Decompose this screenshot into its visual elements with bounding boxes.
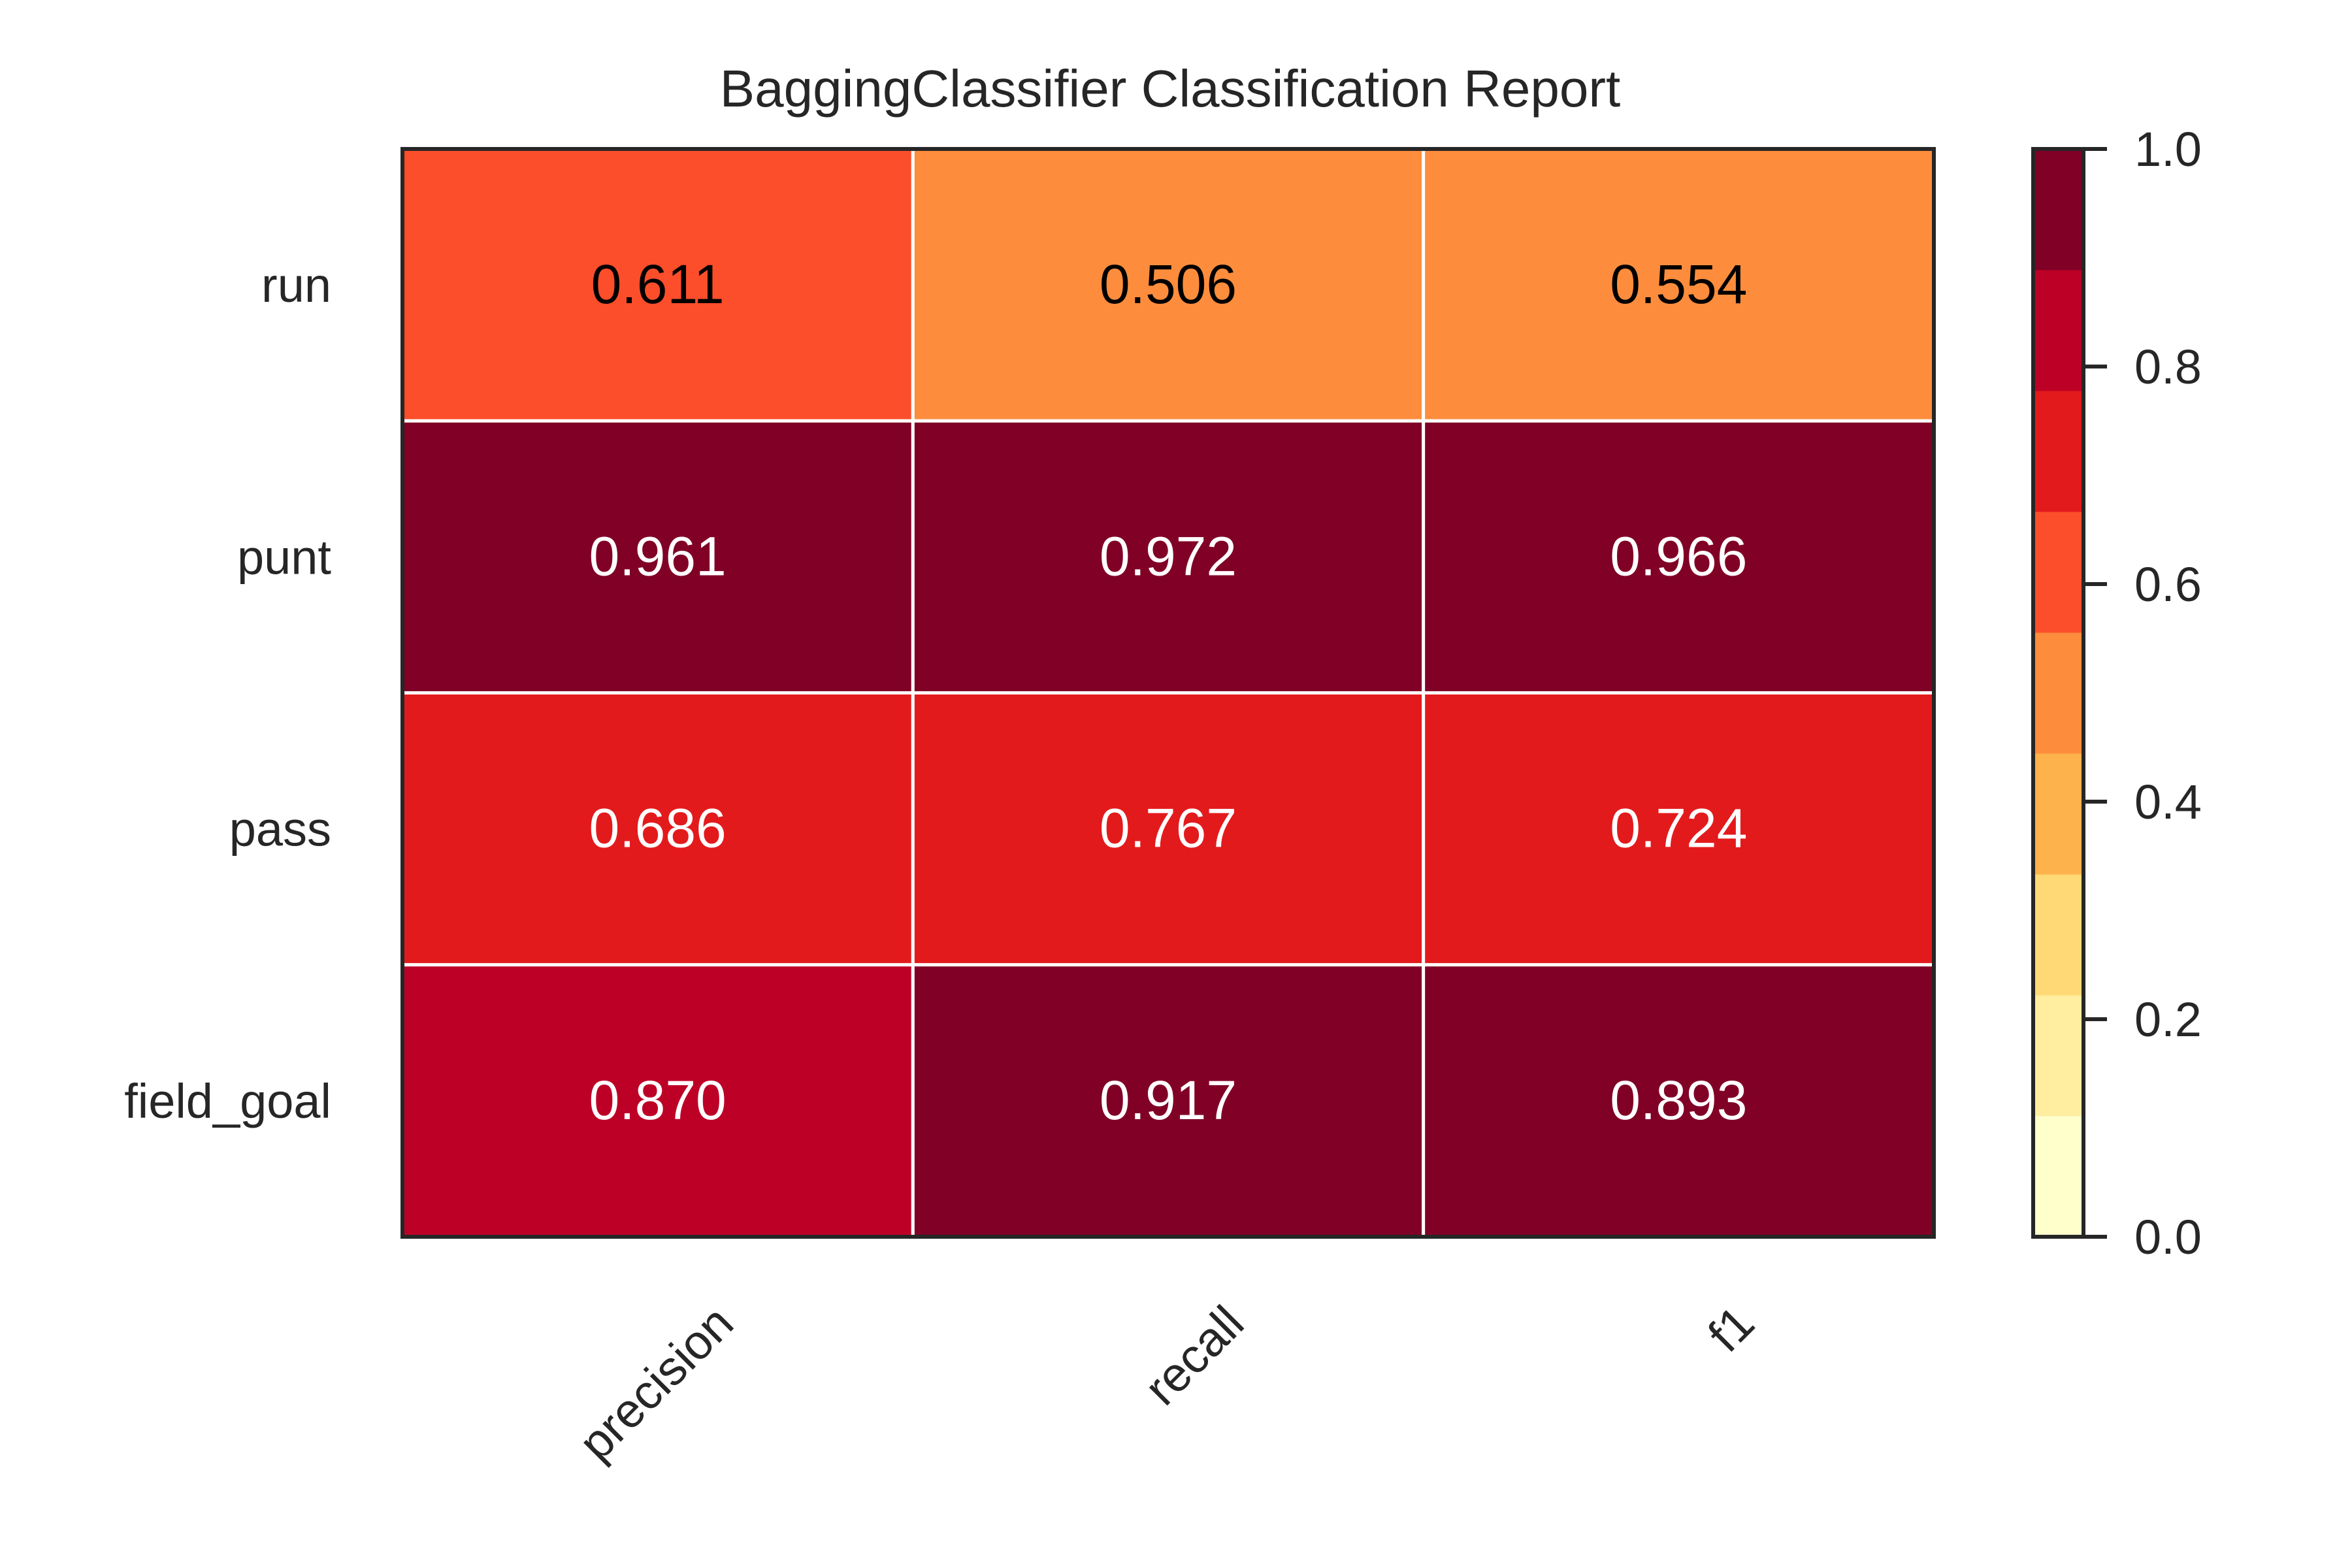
colorbar-tick-label: 0.0 <box>2134 1210 2202 1264</box>
heatmap-cell-run-precision <box>400 147 915 423</box>
cell-value-label: 0.686 <box>589 798 727 859</box>
colorbar-tick-label: 0.2 <box>2134 992 2202 1047</box>
row-label-punt: punt <box>237 530 331 584</box>
colorbar-band <box>2033 995 2083 1117</box>
row-label-field_goal: field_goal <box>124 1074 331 1128</box>
cell-value-label: 0.972 <box>1100 525 1237 587</box>
cell-value-label: 0.893 <box>1610 1070 1747 1131</box>
column-label-f1: f1 <box>1697 1296 1764 1362</box>
colorbar-band <box>2033 270 2083 391</box>
colorbar-tick-label: 1.0 <box>2134 122 2202 176</box>
cell-value-label: 0.554 <box>1610 253 1747 315</box>
colorbar-band <box>2033 753 2083 875</box>
heatmap-cell-punt-recall <box>911 419 1426 694</box>
colorbar-band <box>2033 149 2083 270</box>
cell-value-label: 0.966 <box>1610 525 1747 587</box>
row-tick-labels: run punt pass field_goal <box>124 258 331 1128</box>
colorbar-band <box>2033 874 2083 996</box>
heatmap-cell-field_goal-f1 <box>1422 963 1936 1239</box>
heatmap-cell-run-recall <box>911 147 1426 423</box>
cell-value-label: 0.961 <box>589 525 727 587</box>
heatmap-cell-punt-f1 <box>1422 419 1936 694</box>
heatmap-cell-field_goal-precision <box>400 963 915 1239</box>
colorbar: 0.0 0.2 0.4 0.6 0.8 1.0 <box>2031 122 2202 1264</box>
cell-value-label: 0.870 <box>589 1070 727 1131</box>
column-tick-labels: precision recall f1 <box>568 1296 1765 1471</box>
column-label-recall: recall <box>1134 1296 1254 1416</box>
plot-frame <box>400 147 1936 1239</box>
colorbar-tick-label: 0.4 <box>2134 775 2202 829</box>
row-label-run: run <box>261 258 331 312</box>
colorbar-tick-label: 0.8 <box>2134 340 2202 394</box>
colorbar-band <box>2033 632 2083 754</box>
heatmap-cells: 0.611 0.506 0.554 0.961 0.972 0.966 0.686 0.767… <box>400 147 1936 1239</box>
colorbar-tick-label: 0.6 <box>2134 557 2202 612</box>
colorbar-frame <box>2031 147 2085 1239</box>
cell-value-label: 0.917 <box>1100 1070 1237 1131</box>
cell-value-label: 0.724 <box>1610 798 1747 859</box>
colorbar-band <box>2033 391 2083 512</box>
heatmap-cell-punt-precision <box>400 419 915 694</box>
heatmap-cell-pass-recall <box>911 691 1426 967</box>
column-label-precision: precision <box>568 1296 743 1471</box>
cell-value-label: 0.506 <box>1100 253 1237 315</box>
colorbar-band <box>2033 1116 2083 1237</box>
row-label-pass: pass <box>229 802 331 857</box>
cell-value-label: 0.611 <box>591 253 725 315</box>
colorbar-band <box>2033 512 2083 633</box>
cell-value-label: 0.767 <box>1100 798 1237 859</box>
chart-title: BaggingClassifier Classification Report <box>720 59 1620 118</box>
